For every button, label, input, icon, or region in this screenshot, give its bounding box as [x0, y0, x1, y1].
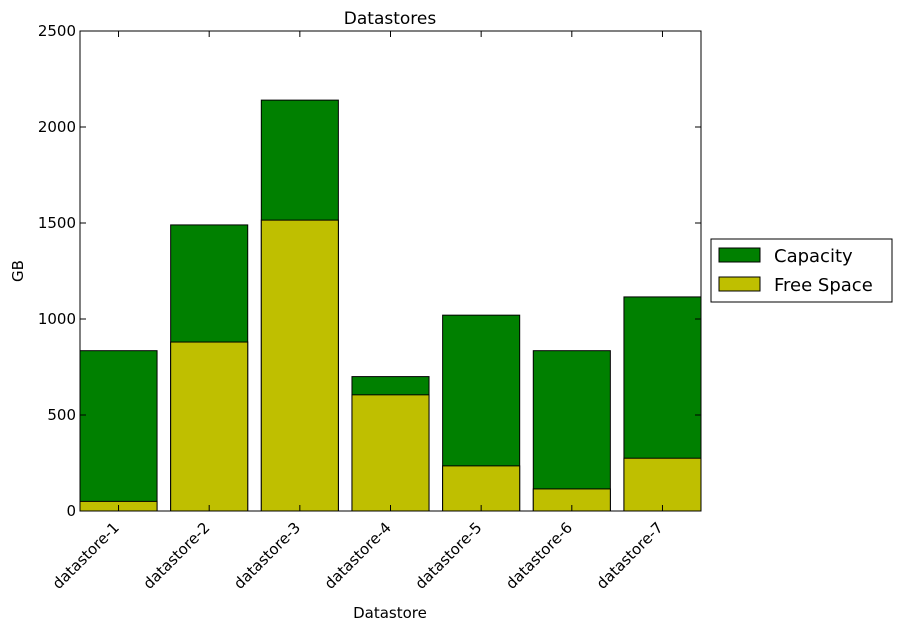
- y-tick-label: 0: [66, 502, 76, 520]
- x-tick-label: datastore-2: [139, 519, 213, 593]
- bar-free-space-datastore-4: [351, 394, 430, 512]
- y-tick-label: 1500: [38, 214, 76, 232]
- y-tick-label: 2500: [38, 22, 76, 40]
- legend-label-free-space: Free Space: [774, 275, 873, 296]
- x-tick-label: datastore-6: [502, 519, 576, 593]
- bar-free-space-datastore-7: [623, 457, 702, 512]
- legend-swatch-free-space: [718, 276, 761, 292]
- bar-capacity-datastore-1: [79, 350, 158, 512]
- bar-free-space-datastore-3: [260, 219, 339, 512]
- legend: Capacity Free Space: [710, 238, 893, 303]
- x-axis-label: Datastore: [353, 604, 427, 622]
- legend-label-capacity: Capacity: [774, 246, 853, 267]
- bar-capacity-datastore-6: [532, 350, 611, 512]
- legend-swatch-capacity: [718, 247, 761, 263]
- x-tick-label: datastore-4: [321, 519, 395, 593]
- y-axis-label: GB: [9, 260, 27, 282]
- y-axis: 0 500 1000 1500 2000 2500: [38, 22, 701, 520]
- chart-title: Datastores: [344, 9, 437, 29]
- bar-free-space-datastore-5: [442, 465, 521, 512]
- x-tick-label: datastore-1: [49, 519, 123, 593]
- bar-free-space-datastore-2: [170, 341, 249, 512]
- y-tick-label: 500: [47, 406, 76, 424]
- y-tick-label: 2000: [38, 118, 76, 136]
- bars-group: [79, 99, 702, 512]
- x-tick-label: datastore-5: [411, 519, 485, 593]
- x-tick-label: datastore-3: [230, 519, 304, 593]
- x-tick-label: datastore-7: [593, 519, 667, 593]
- y-tick-label: 1000: [38, 310, 76, 328]
